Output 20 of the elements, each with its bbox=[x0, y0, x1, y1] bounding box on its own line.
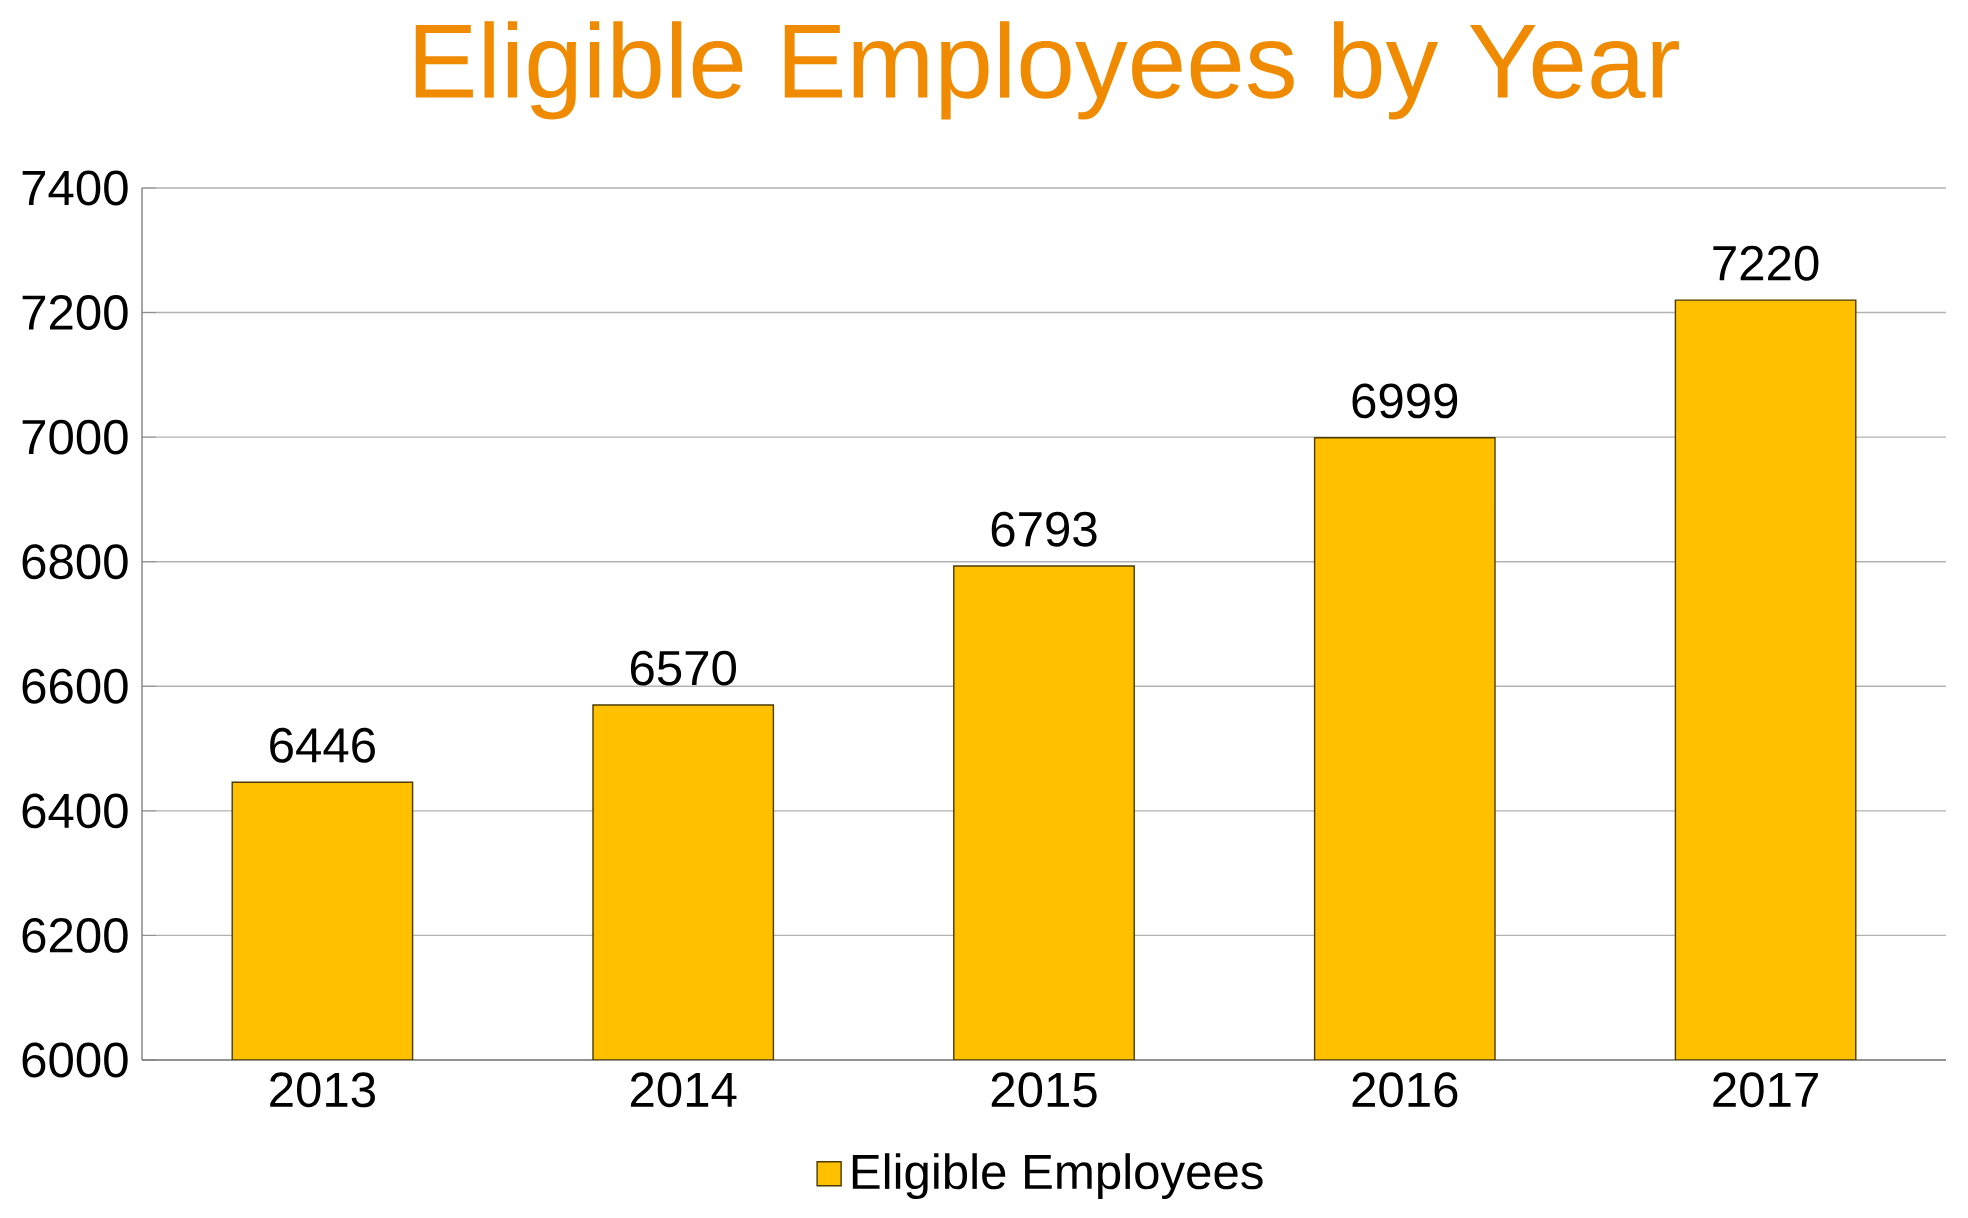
y-tick-label: 6200 bbox=[22, 917, 128, 953]
data-label: 6999 bbox=[1352, 383, 1458, 419]
data-label: 6446 bbox=[270, 727, 375, 763]
y-tick-label: 6800 bbox=[22, 544, 128, 580]
x-tick-label: 2013 bbox=[270, 1072, 375, 1108]
y-tick-label: 7400 bbox=[22, 170, 128, 206]
y-tick-label: 6400 bbox=[22, 793, 128, 829]
data-label: 6793 bbox=[991, 511, 1097, 547]
data-label: 7220 bbox=[1713, 245, 1819, 281]
x-tick-label: 2014 bbox=[630, 1072, 737, 1108]
x-tick-label: 2016 bbox=[1352, 1072, 1458, 1108]
x-tick-label: 2017 bbox=[1713, 1072, 1818, 1108]
y-tick-label: 7200 bbox=[22, 295, 128, 330]
x-tick-label: 2015 bbox=[991, 1072, 1097, 1108]
chart-title: Eligible Employees by Year bbox=[415, 21, 1679, 120]
y-tick-label: 7000 bbox=[22, 419, 128, 455]
y-tick-label: 6600 bbox=[22, 668, 128, 704]
legend-label: Eligible Employees bbox=[852, 1153, 1263, 1200]
y-tick-label: 6000 bbox=[22, 1042, 128, 1078]
data-label: 6570 bbox=[630, 650, 737, 686]
